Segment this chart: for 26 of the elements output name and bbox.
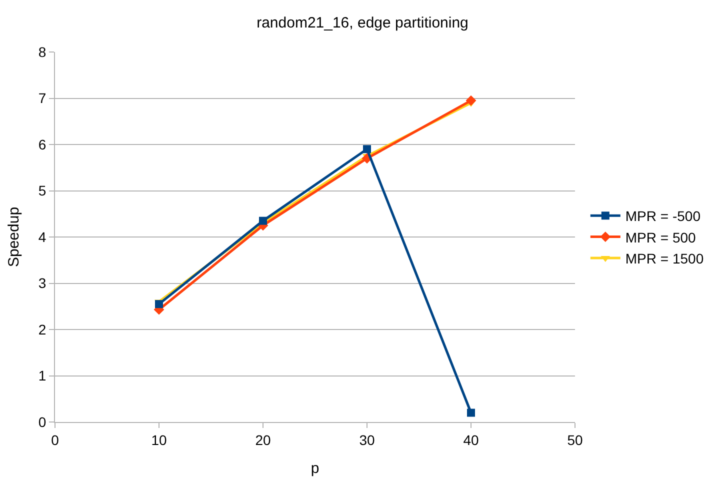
x-axis-title: p — [310, 460, 320, 477]
y-tick-label: 1 — [38, 368, 46, 384]
point — [155, 300, 163, 308]
y-axis-title: Speedup — [6, 206, 23, 268]
legend-label: MPR = 500 — [625, 229, 696, 246]
x-tick-label: 10 — [151, 432, 167, 448]
y-tick-label: 6 — [38, 136, 46, 152]
x-tick-label: 30 — [359, 432, 375, 448]
x-tick-label: 40 — [463, 432, 479, 448]
point — [259, 216, 267, 225]
y-tick-label: 3 — [38, 275, 46, 292]
y-tick-label: 2 — [38, 321, 46, 338]
legend-label: MPR = -500 — [625, 208, 701, 224]
y-tick-label: 7 — [38, 90, 46, 106]
y-tick-label: 5 — [38, 182, 46, 199]
legend-label: MPR = 1500 — [625, 250, 704, 266]
x-tick-label: 20 — [255, 432, 271, 448]
y-tick-label: 0 — [38, 414, 46, 430]
chart-title: random21_16, edge partitioning — [256, 14, 468, 32]
point — [467, 408, 475, 417]
x-tick-label: 0 — [51, 432, 60, 448]
y-tick-label: 4 — [38, 228, 46, 245]
x-tick-label: 50 — [567, 432, 583, 448]
point — [363, 145, 371, 154]
y-tick-label: 8 — [38, 44, 46, 60]
point — [466, 95, 476, 106]
